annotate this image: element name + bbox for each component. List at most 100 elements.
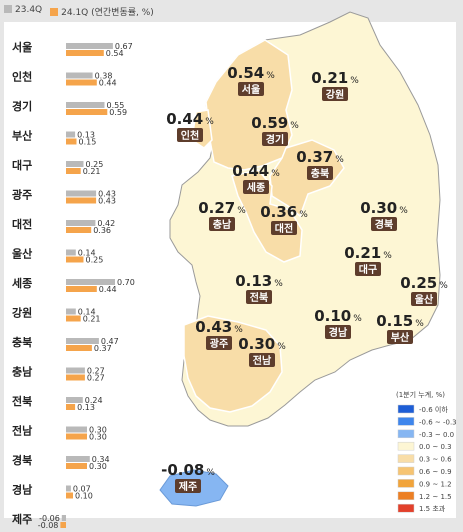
bar-value-label: 0.24 [85, 396, 103, 405]
region-value: 0.15% [376, 312, 424, 330]
bar-23-4q [66, 190, 97, 197]
scale-label: 0.9 ~ 1.2 [419, 480, 452, 488]
region-value: 0.21% [311, 69, 359, 87]
category-label: 인천 [12, 70, 32, 84]
region-value: 0.13% [235, 272, 283, 290]
scale-swatch [397, 503, 415, 513]
bar-value-label: 0.30 [89, 462, 107, 471]
chart-legend: 23.4Q 24.1Q (연간변동률, %) [4, 5, 154, 18]
region-value: 0.36% [260, 203, 308, 221]
region-value: 0.59% [251, 114, 299, 132]
bar-value-label: 0.36 [93, 226, 111, 235]
category-label: 강원 [12, 306, 32, 320]
region-label-box [243, 180, 269, 194]
scale-swatch [397, 479, 415, 488]
bar-value-label: 0.37 [94, 344, 112, 353]
category-label: 울산 [12, 247, 32, 261]
region-name: 충북 [311, 167, 329, 180]
region-label-box [271, 221, 297, 235]
bar-23-4q [66, 367, 85, 374]
category-label: 대전 [12, 217, 32, 231]
region-name: 부산 [391, 331, 410, 344]
category-label: 전북 [12, 394, 32, 408]
region-name: 경남 [329, 326, 348, 339]
scale-label: 0.0 ~ 0.3 [419, 443, 452, 451]
bar-23-4q [66, 338, 99, 344]
bar-24-1q [66, 286, 97, 292]
category-label: 제주 [12, 512, 32, 526]
bar-23-4q [66, 456, 90, 462]
bar-value-label: 0.15 [79, 138, 97, 147]
bar-24-1q [66, 315, 81, 322]
scale-swatch [397, 466, 415, 476]
bar-value-label: 0.13 [77, 403, 95, 412]
bar-23-4q [66, 102, 105, 108]
region-label-box [325, 325, 351, 339]
bar-23-4q [66, 249, 76, 256]
bar-24-1q [66, 374, 85, 381]
category-label: 충북 [12, 335, 32, 349]
scale-label: -0.6 이하 [419, 405, 448, 414]
scale-label: -0.6 ~ -0.3 [419, 418, 457, 426]
region-value: 0.44% [166, 110, 214, 128]
bar-24-1q [66, 404, 76, 410]
gyeonggi-region [205, 39, 293, 171]
region-value: 0.30% [360, 199, 408, 217]
region-name: 경북 [375, 218, 393, 231]
bar-23-4q [66, 279, 115, 285]
region-name: 서울 [242, 83, 260, 96]
category-label: 충남 [12, 365, 32, 379]
bar-24-1q [66, 50, 104, 56]
bar-value-label: 0.30 [89, 433, 107, 442]
bar-23-4q [66, 397, 83, 403]
region-name: 강원 [326, 88, 344, 101]
category-label: 경남 [12, 483, 32, 497]
bar-value-label: 0.07 [73, 485, 91, 494]
scale-label: 0.3 ~ 0.6 [419, 456, 452, 464]
bar-value-label: 0.44 [99, 285, 117, 294]
region-value: 0.30% [238, 335, 286, 353]
region-label-box [411, 292, 437, 306]
bar-24-1q [66, 79, 97, 86]
bar-value-label: 0.30 [89, 426, 107, 435]
scale-label: 0.6 ~ 0.9 [419, 468, 452, 476]
region-value: 0.44% [232, 162, 280, 180]
bar-24-1q [66, 256, 84, 263]
region-label-box [175, 479, 201, 493]
region-value: 0.25% [400, 274, 448, 292]
region-label-box [387, 330, 413, 344]
region-label-box [355, 262, 381, 276]
scale-label: 1.5 초과 [419, 504, 446, 513]
bar-24-1q [66, 463, 87, 469]
region-value: 0.43% [195, 318, 243, 336]
region-name: 대전 [275, 222, 293, 235]
bar-value-label: -0.08 [38, 521, 59, 530]
region-label-box [249, 353, 275, 367]
bar-value-label: 0.21 [83, 167, 101, 176]
category-label: 경기 [12, 99, 32, 113]
bar-value-label: 0.55 [107, 101, 125, 110]
bar-value-label: 0.27 [87, 367, 105, 376]
region-name: 광주 [210, 338, 228, 350]
bar-24-1q [66, 227, 92, 233]
bar-24-1q [66, 138, 77, 145]
bar-value-label: 0.59 [109, 108, 127, 117]
bar-value-label: 0.54 [106, 49, 124, 58]
bar-value-label: 0.27 [87, 374, 105, 383]
bar-24-1q [66, 492, 73, 499]
region-label-box [307, 166, 333, 180]
region-name: 전남 [253, 354, 272, 367]
region-value: 0.10% [314, 307, 362, 325]
region-value: 0.37% [296, 148, 344, 166]
bar-value-label: 0.25 [86, 160, 104, 169]
bar-value-label: 0.42 [97, 219, 115, 228]
region-value: 0.21% [344, 244, 392, 262]
bar-value-label: 0.10 [75, 492, 93, 501]
bar-24-1q [66, 345, 92, 351]
scale-swatch [397, 441, 415, 451]
bar-value-label: 0.38 [95, 72, 113, 81]
legend-item-23-4q: 23.4Q [4, 5, 42, 18]
scale-swatch [397, 429, 415, 439]
bar-24-1q [66, 168, 81, 174]
